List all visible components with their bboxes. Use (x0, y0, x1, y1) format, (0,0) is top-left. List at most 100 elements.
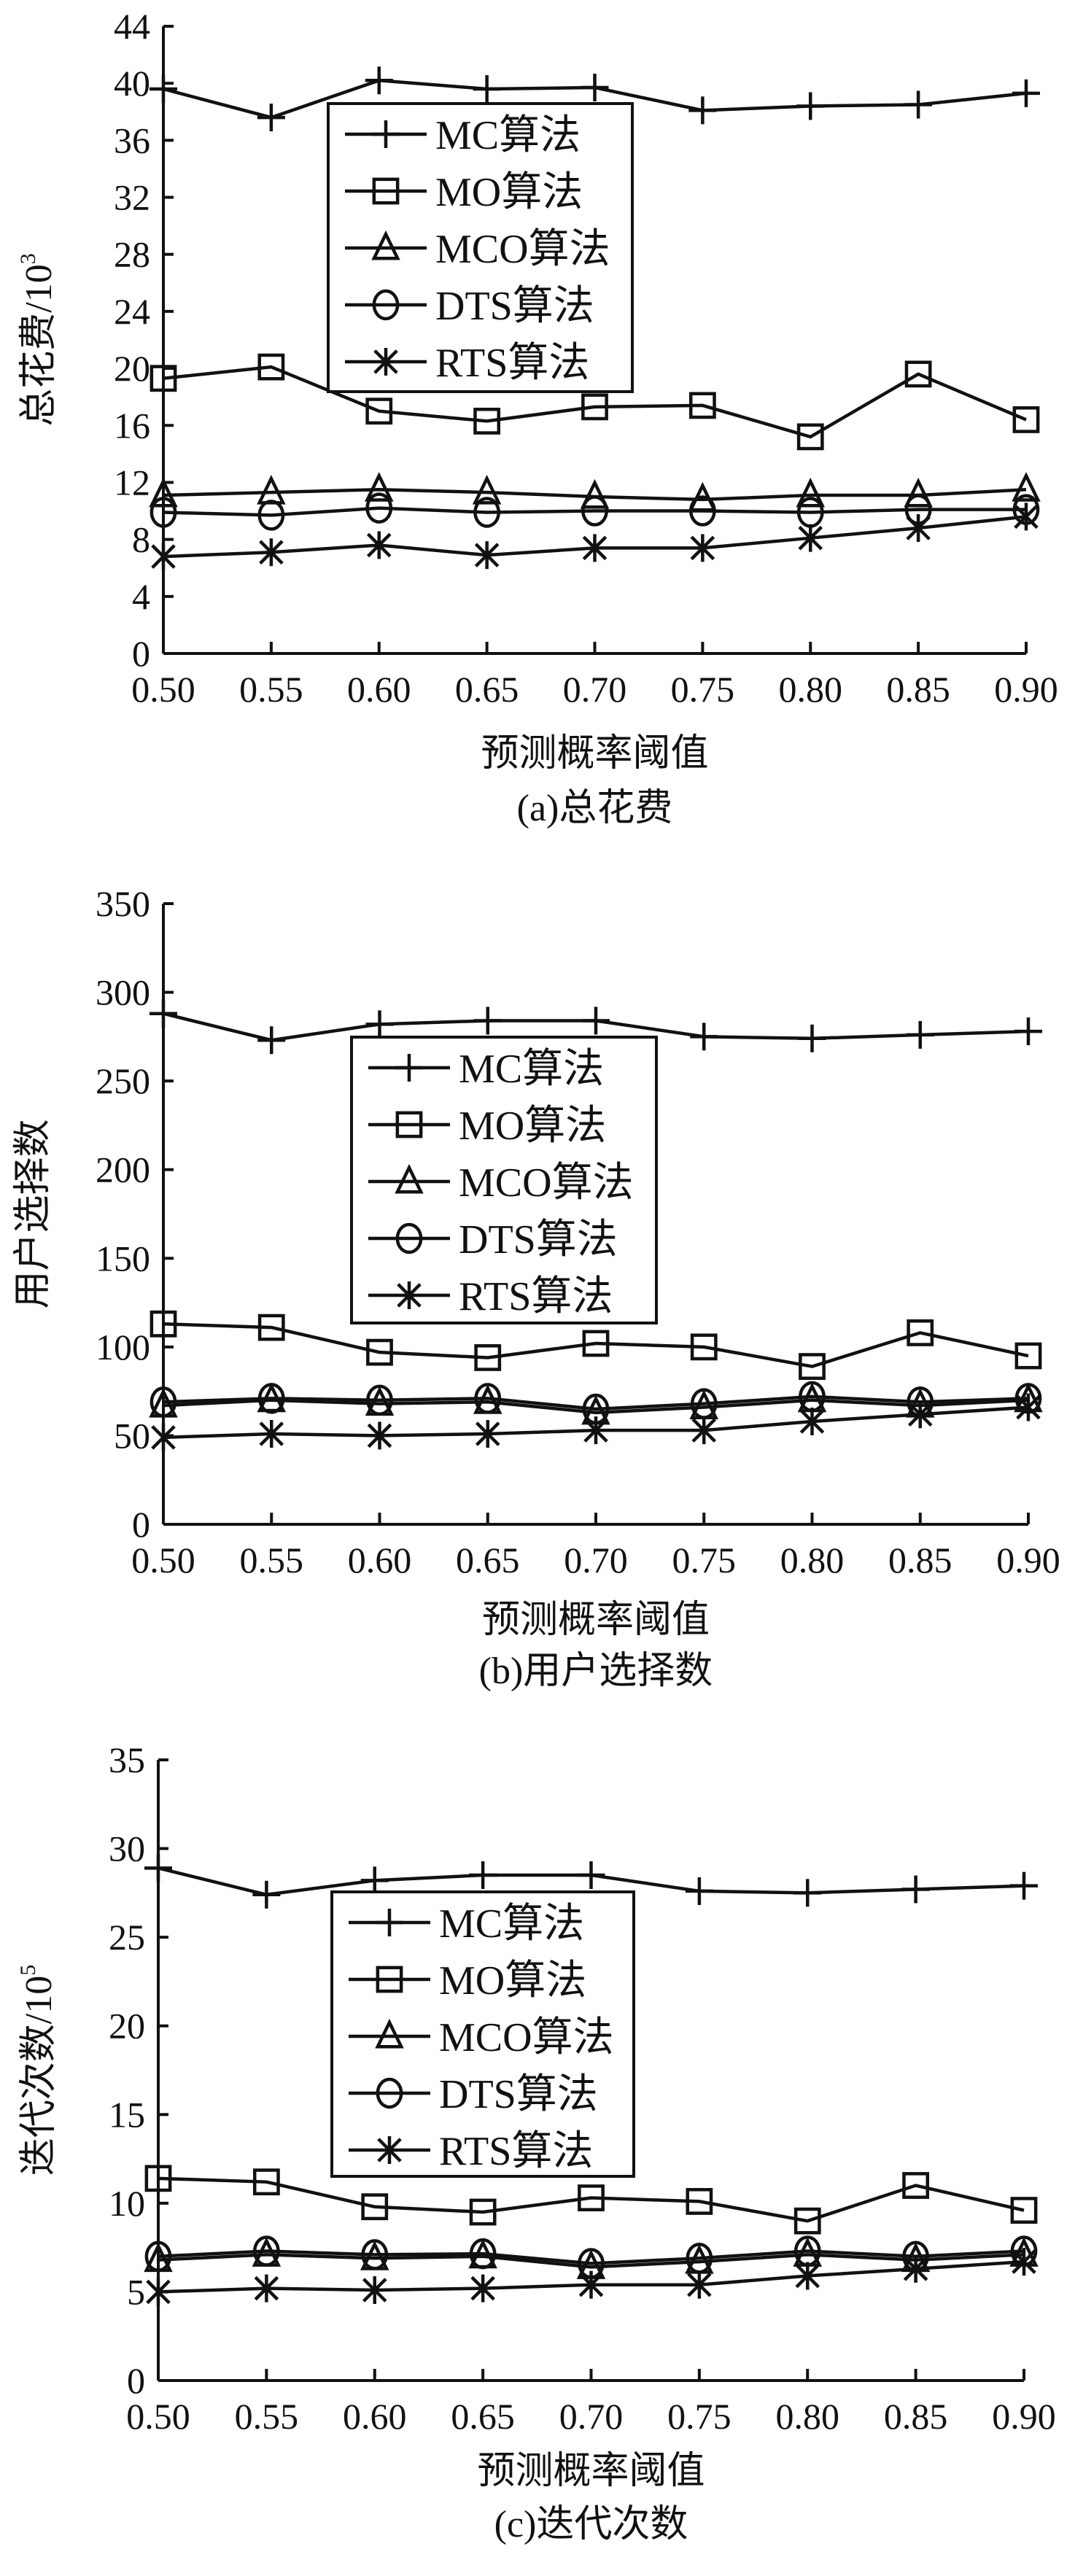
square-marker (395, 1111, 423, 1138)
asterisk-marker-d2 (1012, 2249, 1036, 2274)
legend-label: MC算法 (459, 1047, 604, 1092)
data-point (688, 96, 717, 125)
data-point (474, 541, 500, 570)
series-plus (144, 1854, 1038, 1909)
square-marker (581, 393, 608, 421)
data-point (1012, 2248, 1036, 2276)
data-point (686, 2188, 713, 2215)
square-marker (366, 1338, 393, 1366)
legend-label: MO算法 (459, 1103, 606, 1149)
y-tick-label: 15 (109, 2094, 145, 2135)
asterisk-marker-d2 (903, 2257, 928, 2281)
asterisk-marker-d2 (259, 1421, 284, 1446)
data-point (257, 500, 285, 531)
y-tick-label: 20 (109, 2006, 145, 2047)
triangle-marker (472, 474, 502, 505)
data-point (582, 534, 608, 562)
x-tick-label: 0.50 (126, 2396, 190, 2437)
x-tick-label: 0.60 (348, 1540, 412, 1580)
asterisk-marker-d2 (146, 2279, 171, 2305)
legend-label: MCO算法 (439, 2015, 614, 2060)
data-point (257, 1026, 286, 1055)
data-point (146, 2278, 171, 2306)
legend-item: MO算法 (368, 1103, 606, 1149)
data-point (252, 2235, 280, 2267)
y-tick-label: 12 (114, 462, 150, 503)
data-point (365, 472, 394, 502)
chart-caption: (b)用户选择数 (479, 1650, 713, 1692)
circle-marker (376, 2077, 403, 2109)
square-marker (907, 1319, 934, 1346)
series-circle (150, 492, 1040, 531)
x-tick-label: 0.80 (780, 1540, 845, 1580)
square-marker (578, 2184, 605, 2211)
asterisk-marker-d2 (470, 2276, 495, 2301)
series-line (163, 1322, 1029, 1368)
data-point (469, 1861, 497, 1890)
asterisk-marker-d2 (1014, 504, 1039, 529)
chart-caption: (a)总花费 (517, 788, 673, 829)
data-point (151, 1423, 176, 1451)
asterisk-marker-d2 (475, 1421, 500, 1446)
series-line (163, 365, 1027, 439)
data-point (257, 1314, 285, 1341)
series-line (163, 506, 1026, 517)
data-point (690, 1333, 718, 1361)
data-point (901, 1875, 930, 1904)
square-marker (904, 360, 932, 388)
asterisk-marker-d2 (799, 1409, 825, 1434)
x-tick-label: 0.90 (992, 2396, 1056, 2437)
data-point (473, 75, 501, 103)
data-point (259, 538, 284, 567)
series-asterisk (151, 503, 1039, 571)
data-point (690, 1023, 718, 1051)
y-tick-label: 0 (127, 2360, 145, 2401)
triangle-marker (904, 477, 933, 508)
circle-marker (366, 1384, 393, 1416)
legend-label: MC算法 (435, 113, 581, 158)
data-point (252, 2168, 280, 2196)
square-marker (257, 1314, 285, 1341)
data-point (475, 1419, 500, 1448)
x-tick-label: 0.55 (239, 669, 303, 710)
data-point (906, 514, 931, 542)
y-axis-label: 迭代次数/105 (16, 1965, 60, 2176)
data-point (144, 2241, 172, 2273)
square-marker (469, 2198, 497, 2226)
series-triangle (149, 472, 1041, 512)
data-point (795, 2262, 820, 2290)
data-point (1016, 1393, 1041, 1421)
triangle-marker (1012, 472, 1041, 502)
y-tick-label: 250 (96, 1060, 150, 1101)
x-tick-label: 0.85 (888, 1540, 952, 1580)
data-point (581, 74, 609, 102)
legend-item: MCO算法 (368, 1160, 634, 1206)
data-point (366, 1384, 393, 1416)
square-marker (361, 2193, 389, 2221)
series-asterisk (151, 1393, 1041, 1451)
legend-item: MC算法 (349, 1901, 584, 1947)
square-marker (690, 1333, 718, 1361)
data-point (582, 1330, 610, 1357)
circle-marker (372, 289, 400, 321)
legend-label: MO算法 (435, 170, 583, 215)
data-point (582, 1006, 610, 1035)
asterisk-marker-d2 (397, 1283, 422, 1308)
series-plus (150, 66, 1040, 132)
circle-marker (257, 1383, 285, 1414)
data-point (470, 2274, 495, 2303)
data-point (793, 1879, 822, 1907)
series-line (158, 2253, 1025, 2269)
square-marker (1014, 1342, 1042, 1370)
y-tick-label: 28 (114, 234, 150, 275)
square-marker (1010, 2197, 1038, 2224)
data-point (257, 353, 285, 381)
square-marker (252, 2168, 280, 2196)
circle-marker (688, 495, 716, 527)
x-tick-label: 0.50 (131, 669, 195, 710)
data-point (796, 92, 825, 120)
data-point (904, 477, 933, 508)
data-point (685, 1877, 713, 1905)
data-point (254, 2274, 279, 2303)
x-tick-label: 0.85 (886, 669, 950, 710)
